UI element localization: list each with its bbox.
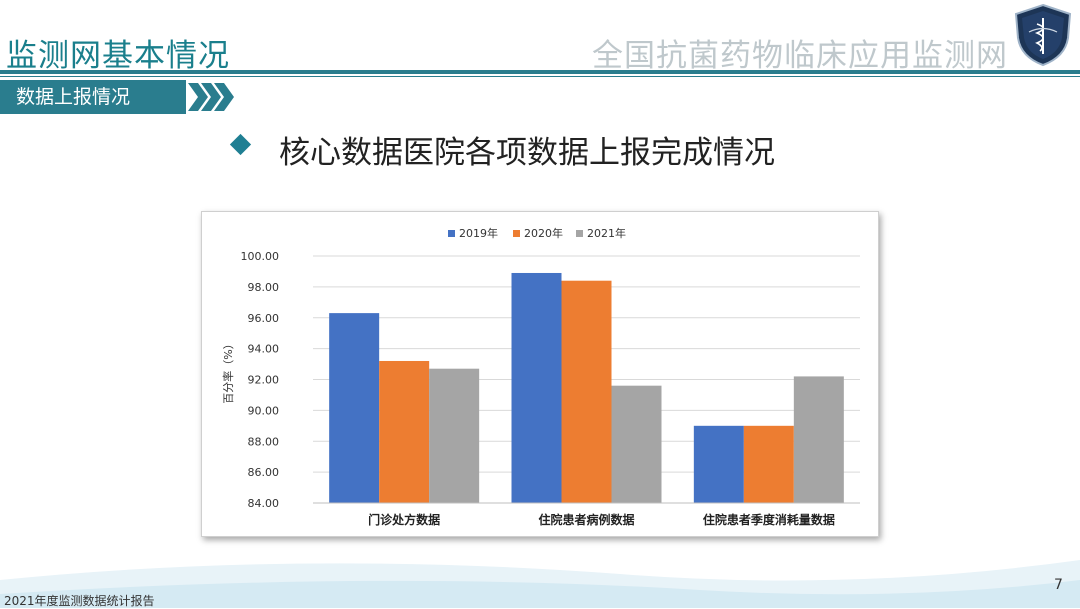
bar-2019年-住院患者病例数据 bbox=[511, 272, 562, 503]
header-rule-thin bbox=[0, 76, 1080, 77]
bar-2021年-门诊处方数据 bbox=[429, 368, 480, 503]
y-tick-label: 96.00 bbox=[248, 312, 280, 325]
bar-2019年-门诊处方数据 bbox=[329, 313, 380, 503]
bar-2019年-住院患者季度消耗量数据 bbox=[693, 425, 744, 503]
shield-logo-icon bbox=[1014, 3, 1072, 67]
legend-swatch bbox=[448, 230, 455, 237]
legend-swatch bbox=[513, 230, 520, 237]
chart-bars bbox=[313, 272, 860, 504]
header-rule bbox=[0, 70, 1080, 74]
page-number: 7 bbox=[1054, 577, 1063, 593]
bar-2021年-住院患者病例数据 bbox=[611, 385, 662, 503]
y-axis-label: 百分率（%） bbox=[221, 338, 235, 403]
x-category-label: 门诊处方数据 bbox=[368, 512, 440, 527]
bar-2020年-住院患者季度消耗量数据 bbox=[743, 425, 794, 503]
y-tick-label: 94.00 bbox=[248, 343, 280, 356]
legend-label: 2019年 bbox=[459, 226, 498, 240]
legend-label: 2021年 bbox=[587, 226, 626, 240]
slide-title: 监测网基本情况 bbox=[6, 38, 230, 74]
diamond-bullet-icon bbox=[229, 133, 252, 156]
bar-2020年-门诊处方数据 bbox=[379, 360, 430, 503]
footer-report-name: 2021年度监测数据统计报告 bbox=[4, 594, 155, 608]
y-tick-label: 86.00 bbox=[248, 466, 280, 479]
chart-canvas: 2019年 2020年 2021年 84.00 86.00 88.00 90.00 92.0… bbox=[221, 226, 860, 527]
section-tab: 数据上报情况 bbox=[0, 80, 186, 114]
legend-label: 2020年 bbox=[524, 226, 563, 240]
y-tick-label: 84.00 bbox=[248, 497, 280, 510]
y-tick-label: 92.00 bbox=[248, 374, 280, 387]
x-category-label: 住院患者病例数据 bbox=[538, 512, 634, 527]
bar-2020年-住院患者病例数据 bbox=[561, 280, 612, 503]
x-category-label: 住院患者季度消耗量数据 bbox=[703, 512, 835, 527]
chevron-right-icon bbox=[188, 83, 234, 111]
y-tick-label: 90.00 bbox=[248, 404, 280, 417]
y-tick-label: 88.00 bbox=[248, 435, 280, 448]
y-tick-label: 100.00 bbox=[241, 250, 280, 263]
bar-chart: 2019年 2020年 2021年 84.00 86.00 88.00 90.00 92.0… bbox=[201, 211, 879, 537]
slide-heading: 核心数据医院各项数据上报完成情况 bbox=[279, 135, 775, 171]
bar-2021年-住院患者季度消耗量数据 bbox=[793, 376, 844, 503]
decorative-wave bbox=[0, 560, 1080, 608]
y-axis-ticks: 84.00 86.00 88.00 90.00 92.00 94.00 96.00 98.00… bbox=[241, 250, 280, 510]
org-name: 全国抗菌药物临床应用监测网 bbox=[592, 38, 1008, 74]
x-axis-labels: 门诊处方数据 住院患者病例数据 住院患者季度消耗量数据 bbox=[368, 512, 835, 527]
chart-legend: 2019年 2020年 2021年 bbox=[448, 226, 626, 240]
y-tick-label: 98.00 bbox=[248, 281, 280, 294]
legend-swatch bbox=[576, 230, 583, 237]
